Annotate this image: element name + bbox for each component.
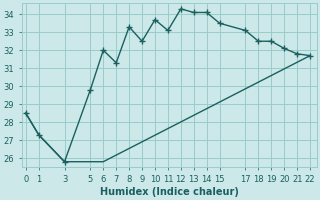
X-axis label: Humidex (Indice chaleur): Humidex (Indice chaleur) (100, 187, 239, 197)
